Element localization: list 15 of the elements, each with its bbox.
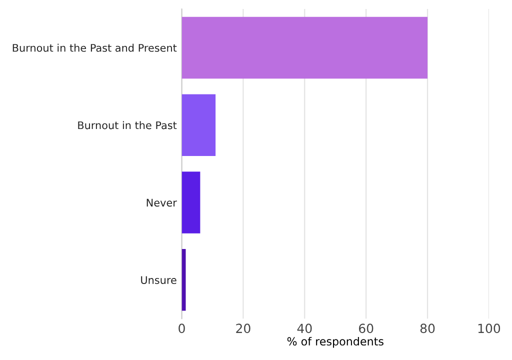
bar — [182, 249, 186, 311]
x-tick-label: 100 — [478, 324, 500, 334]
y-tick-label: Never — [146, 198, 177, 207]
y-tick-label: Burnout in the Past — [78, 121, 177, 130]
bar — [182, 16, 428, 79]
x-tick-label: 60 — [359, 324, 374, 334]
y-tick-label: Unsure — [141, 276, 176, 284]
y-tick-label: Burnout in the Past and Present — [12, 44, 177, 52]
x-tick-label: 20 — [236, 324, 250, 334]
x-tick-label: 40 — [297, 324, 312, 334]
x-axis-title: % of respondents — [287, 336, 384, 348]
bar — [182, 94, 216, 156]
bar — [182, 172, 200, 234]
x-tick-label: 0 — [178, 324, 185, 334]
x-tick-label: 80 — [420, 324, 435, 334]
